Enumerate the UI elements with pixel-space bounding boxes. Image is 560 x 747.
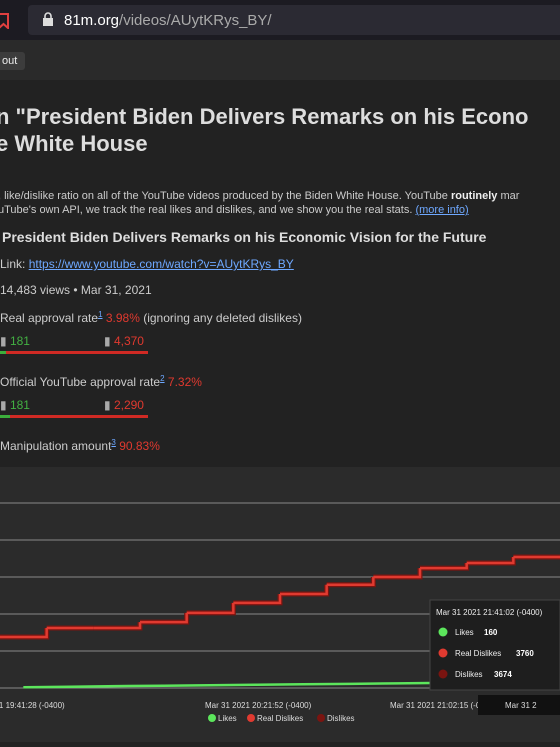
url-host: 81m.org bbox=[64, 12, 120, 29]
thumb-down: ▮ bbox=[104, 334, 111, 348]
browser-bar: 81m.org/videos/AUytKRys_BY/ bbox=[0, 0, 560, 40]
step-line bbox=[186, 602, 235, 615]
tooltip-x-box bbox=[478, 695, 560, 715]
official-approval: Official YouTube approval rate2 7.32% bbox=[0, 374, 202, 389]
ratio-bar-likes bbox=[0, 351, 6, 354]
manipulation: Manipulation amount3 90.83% bbox=[0, 438, 160, 453]
value: 7.32% bbox=[167, 375, 202, 389]
video-heading: President Biden Delivers Remarks on his … bbox=[2, 229, 487, 245]
legend-marker bbox=[208, 714, 216, 722]
x-tick-label: 021 19:41:28 (-0400) bbox=[0, 701, 65, 710]
url-path: /videos/AUytKRys_BY/ bbox=[119, 12, 272, 29]
thumb-up: ▮ bbox=[0, 334, 7, 348]
tooltip-label: Dislikes bbox=[455, 670, 483, 679]
more-info-link[interactable]: (more info) bbox=[415, 204, 469, 216]
url: 81m.org/videos/AUytKRys_BY/ bbox=[64, 12, 272, 29]
dislikes: 4,370 bbox=[113, 334, 144, 348]
intro-line: uTube's own API, we track the real likes… bbox=[0, 204, 469, 216]
step-line bbox=[233, 594, 282, 605]
page-title: n "President Biden Delivers Remarks on h… bbox=[0, 104, 529, 129]
tooltip-value: 160 bbox=[484, 628, 498, 637]
youtube-link[interactable]: https://www.youtube.com/watch?v=AUytKRys… bbox=[28, 257, 294, 271]
step-line bbox=[93, 622, 142, 630]
footnote[interactable]: 3 bbox=[111, 438, 116, 447]
label: Official YouTube approval rate bbox=[0, 375, 161, 389]
likes-row: ▮ 181 bbox=[0, 398, 30, 412]
value: 3.98% bbox=[105, 311, 140, 325]
step-line bbox=[373, 568, 422, 579]
dislikes-row: ▮ 4,370 bbox=[104, 334, 144, 348]
tooltip-value: 3674 bbox=[494, 670, 512, 679]
views-date: 14,483 views • Mar 31, 2021 bbox=[0, 283, 152, 297]
ratio-bar bbox=[0, 415, 148, 418]
tooltip-label: Likes bbox=[455, 628, 474, 637]
tooltip bbox=[429, 599, 560, 691]
footnote[interactable]: 1 bbox=[98, 310, 103, 319]
text: routinely bbox=[450, 190, 498, 202]
label: Real approval rate bbox=[0, 311, 99, 325]
tooltip-marker bbox=[438, 627, 448, 637]
tooltip-title: Mar 31 2021 21:41:02 (-0400) bbox=[436, 608, 543, 617]
intro-line: , like/dislike ratio on all of the YouTu… bbox=[0, 190, 519, 202]
step-line bbox=[140, 612, 188, 624]
bookmark-icon[interactable] bbox=[0, 13, 10, 29]
video-link: Link: https://www.youtube.com/watch?v=AU… bbox=[0, 257, 294, 271]
step-line bbox=[466, 557, 515, 565]
label: Manipulation amount bbox=[0, 439, 112, 453]
step-line bbox=[326, 577, 375, 587]
tooltip-value: 3760 bbox=[516, 649, 534, 658]
x-tick-label: Mar 31 2021 20:21:52 (-0400) bbox=[205, 701, 312, 710]
page-title: e White House bbox=[0, 131, 148, 156]
real-approval: Real approval rate1 3.98% (ignoring any … bbox=[0, 310, 302, 325]
legend-label: Likes bbox=[218, 714, 237, 723]
text: uTube's own API, we track the real likes… bbox=[0, 204, 416, 216]
text: Link: bbox=[0, 257, 29, 271]
text: , like/dislike ratio on all of the YouTu… bbox=[0, 190, 451, 202]
url-box[interactable] bbox=[28, 5, 560, 35]
tooltip-marker bbox=[438, 648, 448, 658]
legend-label: Real Dislikes bbox=[257, 714, 303, 723]
ratio-bar-likes bbox=[0, 415, 10, 418]
likes: 181 bbox=[9, 398, 30, 412]
likes-row: ▮ 181 bbox=[0, 334, 30, 348]
legend-marker bbox=[247, 714, 255, 722]
thumb-up: ▮ bbox=[0, 398, 7, 412]
tooltip-marker bbox=[438, 669, 448, 679]
lock-icon bbox=[43, 12, 53, 26]
legend-marker bbox=[317, 714, 325, 722]
thumb-down: ▮ bbox=[104, 398, 111, 412]
ratio-bar bbox=[0, 351, 148, 354]
nav-button[interactable]: out bbox=[0, 52, 26, 70]
value: 90.83% bbox=[119, 439, 160, 453]
text: mar bbox=[497, 190, 520, 202]
likes: 181 bbox=[9, 334, 30, 348]
chart: 021 19:41:28 (-0400) Mar 31 2021 20:21:52… bbox=[0, 467, 560, 742]
x-tick-label: Mar 31 2021 21:02:15 (-0400) bbox=[390, 701, 497, 710]
step-line bbox=[280, 584, 328, 596]
step-line bbox=[420, 562, 468, 570]
nav-strip bbox=[0, 40, 560, 80]
footnote[interactable]: 2 bbox=[160, 374, 165, 383]
legend-label: Dislikes bbox=[327, 714, 355, 723]
x-tick-label: Mar 31 2 bbox=[505, 701, 537, 710]
step-line bbox=[0, 628, 48, 639]
tooltip-label: Real Dislikes bbox=[455, 649, 501, 658]
note: (ignoring any deleted dislikes) bbox=[139, 311, 302, 325]
dislikes-row: ▮ 2,290 bbox=[104, 398, 144, 412]
dislikes: 2,290 bbox=[113, 398, 144, 412]
